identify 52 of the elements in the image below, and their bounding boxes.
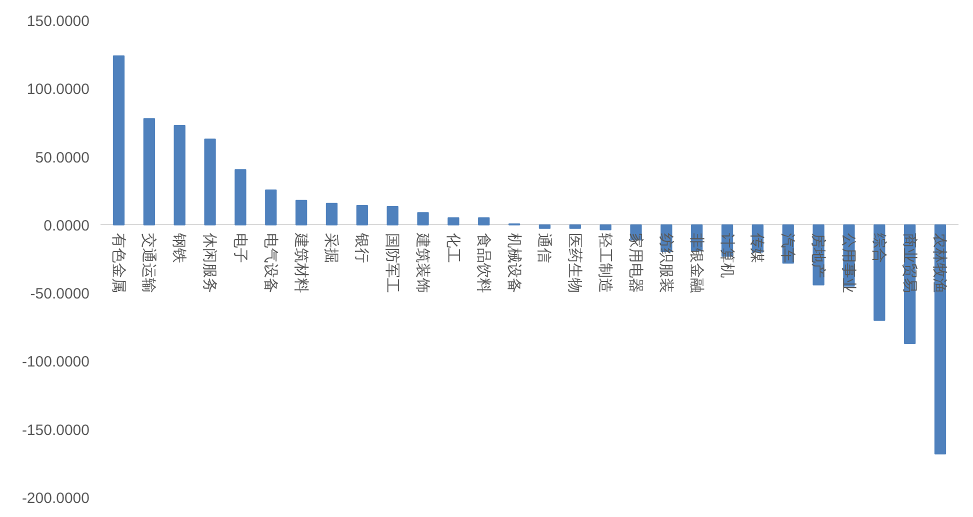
x-tick-label: 综合 [870, 232, 888, 263]
x-tick-label: 电气设备 [262, 232, 280, 293]
bar [174, 124, 186, 226]
y-tick-label: -150.0000 [22, 422, 90, 439]
x-tick-label: 通信 [536, 232, 554, 263]
bar [538, 224, 551, 229]
y-tick-label: 50.0000 [35, 149, 90, 166]
bar [478, 217, 490, 226]
x-tick-label: 有色金属 [110, 232, 128, 293]
x-tick-label: 钢铁 [170, 232, 189, 263]
y-tick-label: -50.0000 [30, 286, 90, 303]
x-tick-label: 纺织服装 [657, 232, 676, 293]
y-tick-label: 100.0000 [26, 81, 90, 98]
x-tick-label: 商业贸易 [900, 232, 919, 293]
x-tick-label: 家用电器 [626, 232, 645, 293]
x-tick-label: 农林牧渔 [931, 232, 950, 293]
bar [204, 138, 216, 226]
x-tick-label: 国防军工 [384, 232, 402, 293]
bar [448, 217, 460, 226]
x-tick-label: 采掘 [322, 232, 341, 263]
x-tick-label: 建筑材料 [292, 232, 310, 293]
x-tick-label: 电子 [231, 232, 250, 263]
x-tick-label: 医药生物 [566, 232, 584, 293]
bar [112, 55, 125, 226]
x-tick-label: 轻工制造 [596, 232, 615, 293]
x-tick-label: 机械设备 [505, 232, 524, 293]
x-tick-label: 食品饮料 [474, 232, 493, 293]
x-tick-label: 化工 [444, 232, 462, 263]
x-tick-label: 建筑装饰 [414, 232, 432, 293]
x-tick-label: 汽车 [779, 232, 798, 263]
x-tick-label: 传媒 [748, 232, 767, 263]
bar [569, 224, 581, 229]
x-tick-label: 交通运输 [140, 232, 158, 293]
bar [295, 200, 308, 226]
bar [600, 224, 612, 230]
x-tick-label: 公用事业 [840, 232, 858, 293]
bar [417, 212, 429, 226]
bar [265, 190, 277, 226]
y-tick-label: 150.0000 [26, 13, 90, 30]
bar [143, 118, 156, 226]
x-tick-label: 银行 [353, 232, 372, 263]
x-tick-label: 休闲服务 [201, 232, 220, 293]
bar [234, 169, 246, 226]
y-tick-label: -200.0000 [22, 490, 90, 507]
x-tick-label: 房地产 [810, 232, 828, 278]
bar [326, 202, 338, 226]
y-tick-label: 0.0000 [44, 217, 90, 234]
y-tick-label: -100.0000 [22, 354, 90, 371]
bar [386, 206, 398, 226]
x-tick-label: 计算机 [718, 232, 736, 278]
bar [356, 204, 368, 226]
x-tick-label: 非银金融 [688, 232, 706, 293]
